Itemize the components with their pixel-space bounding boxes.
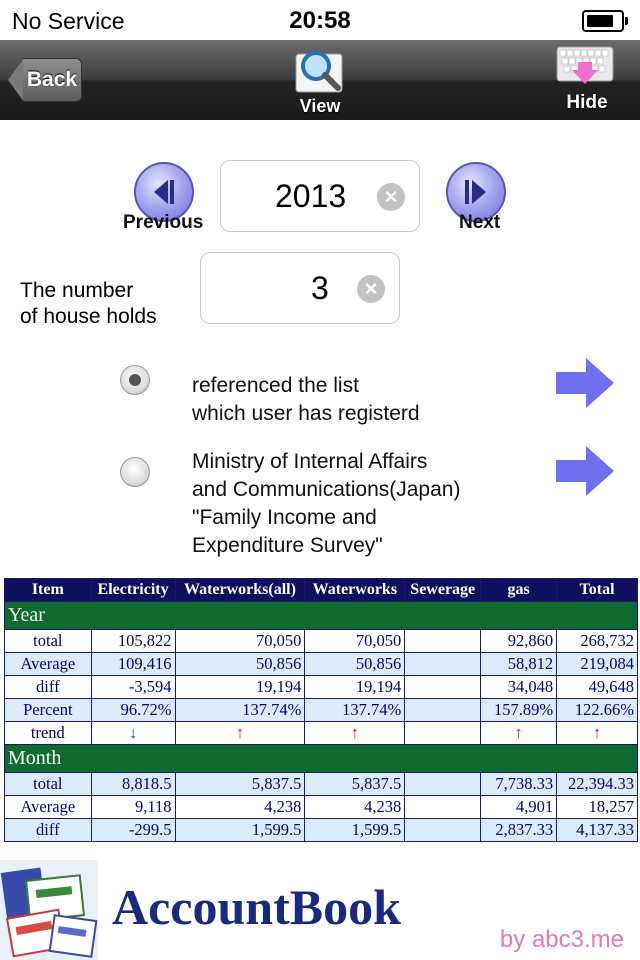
previous-label: Previous — [123, 212, 204, 233]
navigation-toolbar: Back View Hide — [0, 40, 640, 120]
households-value: 3 — [311, 270, 329, 306]
year-value: 2013 — [275, 178, 347, 214]
clock: 20:58 — [289, 7, 351, 34]
trend-up-icon: ↑ — [480, 721, 558, 745]
col-header: Total — [556, 578, 638, 602]
previous-arrow-icon — [154, 180, 168, 204]
developer-credit: by abc3.me — [499, 926, 624, 953]
view-button[interactable]: View — [288, 46, 352, 116]
option-ministry-survey-text: Ministry of Internal Affairs and Communi… — [192, 450, 461, 557]
keyboard-hide-icon — [556, 46, 614, 84]
next-label: Next — [459, 212, 501, 233]
households-label: The number of house holds — [20, 279, 157, 328]
table-row: Percent 96.72% 137.74% 137.74% 157.89% 1… — [4, 698, 638, 722]
previous-year-button[interactable] — [134, 162, 194, 222]
app-title: AccountBook — [112, 879, 401, 935]
hide-keyboard-button[interactable]: Hide — [552, 44, 622, 116]
year-field[interactable]: 2013 × — [220, 160, 420, 232]
option-user-list-text: referenced the list which user has regis… — [192, 374, 420, 425]
status-bar: No Service 20:58 — [0, 0, 640, 40]
table-header-row: Item Electricity Waterworks(all) Waterwo… — [4, 578, 638, 602]
col-header: Electricity — [90, 578, 176, 602]
back-button[interactable]: Back — [8, 58, 82, 102]
col-header: gas — [480, 578, 558, 602]
back-button-label: Back — [23, 58, 82, 102]
table-row: diff -299.5 1,599.5 1,599.5 2,837.33 4,1… — [4, 818, 638, 842]
col-header: Sewerage — [404, 578, 482, 602]
table-row: Average 9,118 4,238 4,238 4,901 18,257 — [4, 795, 638, 819]
table-row: Average 109,416 50,856 50,856 58,812 219… — [4, 652, 638, 676]
col-header: Item — [4, 578, 92, 602]
next-arrow-icon — [472, 180, 486, 204]
table-row-trend: trend ↓ ↑ ↑ ↑ ↑ — [4, 721, 638, 745]
table-row: diff -3,594 19,194 19,194 34,048 49,648 — [4, 675, 638, 699]
ministry-survey-detail-arrow-icon[interactable] — [556, 446, 616, 496]
view-label: View — [299, 96, 341, 116]
table-row: total 105,822 70,050 70,050 92,860 268,7… — [4, 629, 638, 653]
user-list-detail-arrow-icon[interactable] — [556, 358, 616, 408]
back-arrow-icon — [8, 58, 24, 102]
next-year-button[interactable] — [446, 162, 506, 222]
summary-table: Item Electricity Waterworks(all) Waterwo… — [4, 578, 638, 842]
trend-up-icon: ↑ — [174, 721, 306, 745]
trend-up-icon: ↑ — [304, 721, 406, 745]
trend-down-icon: ↓ — [90, 721, 176, 745]
hide-label: Hide — [566, 92, 608, 113]
carrier-label: No Service — [12, 8, 125, 34]
magnifier-icon — [295, 51, 343, 93]
households-field[interactable]: 3 × — [200, 252, 400, 324]
col-header: Waterworks(all) — [174, 578, 306, 602]
col-header: Waterworks — [304, 578, 406, 602]
clear-year-icon[interactable]: × — [377, 183, 405, 211]
app-banner[interactable]: AccountBook by abc3.me — [0, 860, 640, 960]
section-header-month: Month — [4, 744, 638, 773]
clear-households-icon[interactable]: × — [357, 275, 385, 303]
option-ministry-survey-radio[interactable] — [120, 457, 150, 487]
section-header-year: Year — [4, 601, 638, 630]
accountbook-logo-icon — [0, 860, 98, 960]
battery-icon — [582, 10, 628, 32]
table-row: total 8,818.5 5,837.5 5,837.5 7,738.33 2… — [4, 772, 638, 796]
option-user-list-radio[interactable] — [120, 365, 150, 395]
trend-up-icon: ↑ — [556, 721, 638, 745]
